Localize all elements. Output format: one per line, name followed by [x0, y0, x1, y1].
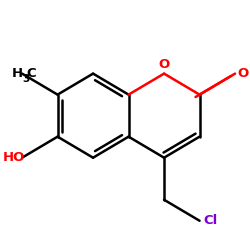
Text: O: O [158, 58, 170, 71]
Text: HO: HO [3, 151, 26, 164]
Text: C: C [26, 67, 36, 80]
Text: 3: 3 [22, 74, 29, 85]
Text: Cl: Cl [203, 214, 217, 227]
Text: H: H [12, 67, 23, 80]
Text: O: O [238, 67, 249, 80]
